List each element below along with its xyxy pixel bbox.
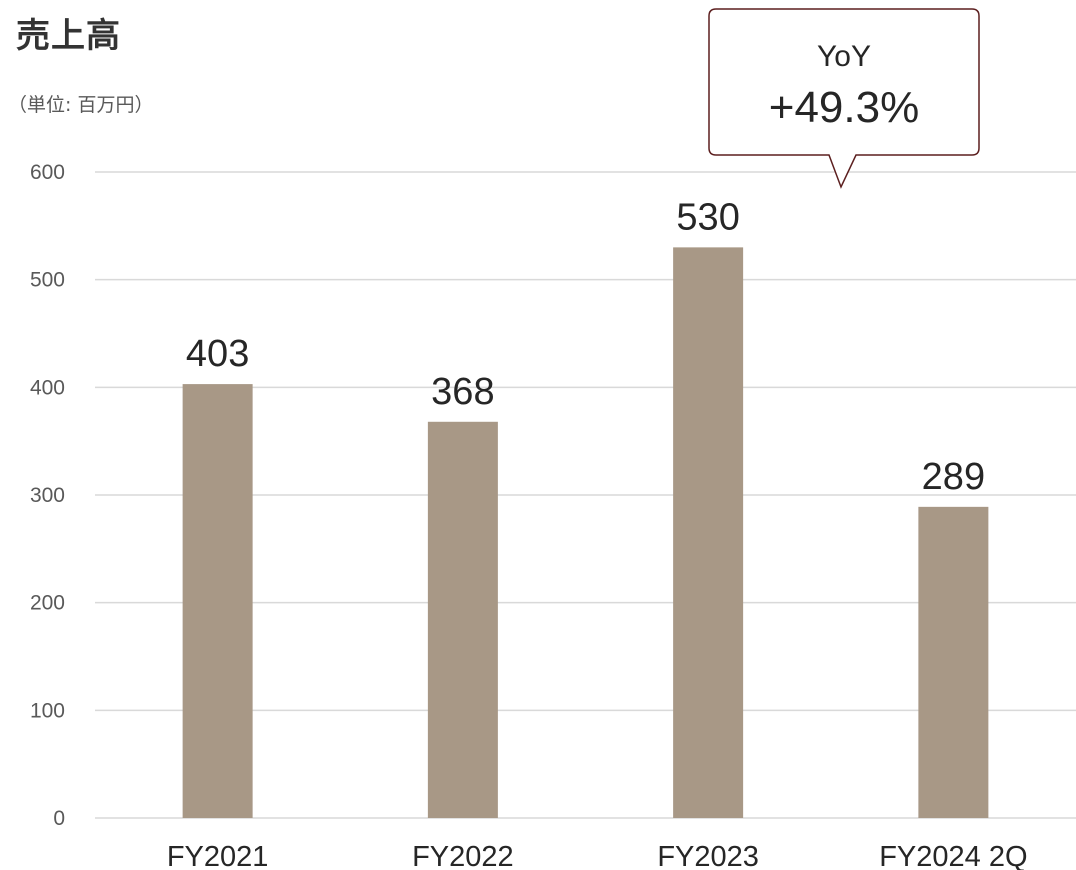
y-tick-label: 300 [30, 484, 65, 507]
x-tick-label: FY2022 [412, 841, 514, 870]
chart-title: 売上高 [16, 16, 121, 56]
data-label: 368 [431, 371, 494, 413]
bar-fy2021 [182, 384, 253, 818]
unit-label: （単位: 百万円） [8, 94, 154, 116]
callout-yoy-label: YoY [817, 40, 871, 73]
x-tick-label: FY2023 [657, 841, 759, 870]
y-tick-label: 0 [53, 807, 65, 830]
callout-box [708, 8, 980, 189]
data-label: 403 [186, 333, 249, 375]
x-tick-label: FY2021 [167, 841, 269, 870]
y-tick-label: 200 [30, 592, 65, 615]
y-tick-label: 400 [30, 376, 65, 399]
bar-fy2023 [673, 247, 744, 818]
data-label: 530 [676, 196, 739, 238]
yoy-callout: YoY +49.3% [708, 8, 980, 189]
bar-fy2022 [427, 421, 498, 818]
x-tick-label: FY2024 2Q [879, 841, 1027, 870]
bar-fy2024-2q [918, 506, 989, 818]
data-label: 289 [922, 456, 985, 498]
y-tick-label: 500 [30, 269, 65, 292]
callout-yoy-value: +49.3% [769, 83, 919, 132]
y-tick-label: 100 [30, 699, 65, 722]
y-tick-label: 600 [30, 161, 65, 184]
